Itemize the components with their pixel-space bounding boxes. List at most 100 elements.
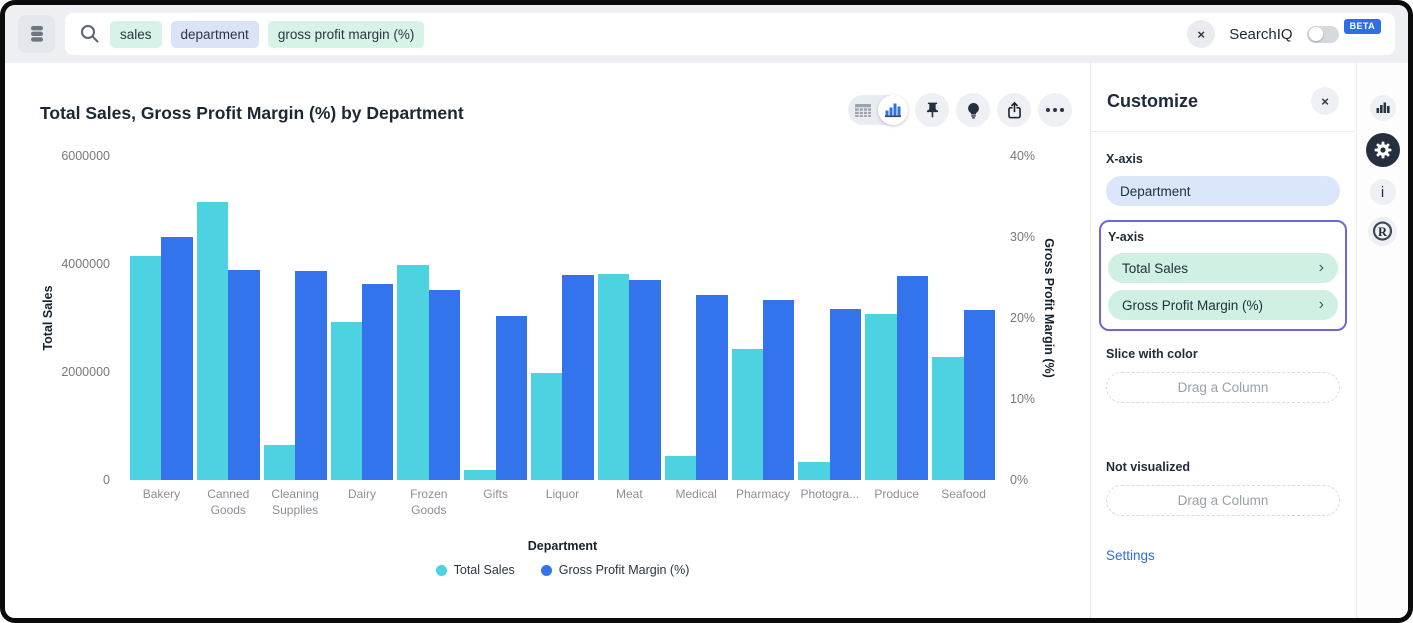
- bar-group: [863, 156, 930, 480]
- bar-total-sales[interactable]: [397, 265, 429, 480]
- legend-dot: [435, 564, 447, 576]
- right-axis-ticks: 0% 10% 20% 30% 40%: [1005, 149, 1050, 487]
- legend-item[interactable]: Total Sales: [435, 563, 515, 577]
- bar-gross-profit-margin[interactable]: [963, 309, 995, 480]
- bar-total-sales[interactable]: [330, 322, 362, 480]
- x-labels: Bakery Canned Goods Cleaning Supplies Dairy…: [128, 486, 997, 518]
- share-button[interactable]: [997, 93, 1031, 127]
- legend-label: Gross Profit Margin (%): [558, 563, 690, 577]
- bar-group: [930, 156, 997, 480]
- beta-badge: BETA: [1343, 18, 1381, 34]
- bar-total-sales[interactable]: [664, 455, 697, 480]
- bar-gross-profit-margin[interactable]: [361, 284, 394, 480]
- x-axis-category-label: Produce: [874, 487, 920, 501]
- pin-button[interactable]: [915, 93, 949, 127]
- info-button[interactable]: i: [1369, 179, 1396, 205]
- bar-total-sales[interactable]: [130, 255, 162, 480]
- clear-search-button[interactable]: ×: [1187, 20, 1216, 48]
- ellipsis-icon: [1046, 108, 1064, 112]
- top-search-bar: sales department gross profit margin (%)…: [5, 5, 1408, 63]
- searchiq-label: SearchIQ: [1229, 25, 1293, 43]
- chart-config-button[interactable]: [1369, 95, 1396, 121]
- customize-settings-button[interactable]: [1365, 133, 1400, 167]
- tick-right-label: 10%: [1010, 392, 1036, 406]
- lightbulb-icon: [967, 102, 979, 118]
- bar-group: [663, 156, 730, 480]
- bar-gross-profit-margin[interactable]: [696, 294, 728, 480]
- tick-right-label: 0%: [1010, 473, 1029, 487]
- table-view-button[interactable]: [848, 95, 878, 125]
- bar-gross-profit-margin[interactable]: [829, 309, 862, 480]
- chart-pane: Total Sales, Gross Profit Margin (%) by …: [5, 63, 1090, 618]
- x-axis-category-label: Bakery: [142, 487, 181, 501]
- settings-link[interactable]: Settings: [1106, 548, 1155, 563]
- more-options-button[interactable]: [1038, 93, 1072, 127]
- bar-total-sales[interactable]: [464, 469, 496, 480]
- customize-close-button[interactable]: ×: [1311, 87, 1339, 115]
- y-axis-column-pill-total-sales[interactable]: Total Sales ›: [1108, 253, 1338, 283]
- bar-total-sales[interactable]: [531, 372, 563, 480]
- y-axis-highlight-box: Y-axis Total Sales › Gross Profit Margin…: [1099, 220, 1347, 331]
- view-switcher: [848, 95, 908, 125]
- right-icon-rail: i R: [1356, 63, 1408, 618]
- chevron-right-icon[interactable]: ›: [1318, 296, 1324, 313]
- x-axis-category-label: Cleaning Supplies: [271, 487, 319, 518]
- bar-gross-profit-margin[interactable]: [428, 289, 461, 480]
- bar-group: [128, 156, 195, 480]
- bar-group: [796, 156, 863, 480]
- bar-group: [395, 156, 462, 480]
- search-token-sales[interactable]: sales: [110, 20, 162, 48]
- info-icon: i: [1380, 183, 1385, 201]
- bar-total-sales[interactable]: [196, 201, 229, 480]
- bar-gross-profit-margin[interactable]: [161, 237, 193, 480]
- slice-drop-zone[interactable]: Drag a Column: [1106, 372, 1340, 403]
- search-icon: [81, 25, 99, 43]
- bar-chart-icon: [885, 103, 901, 118]
- x-axis-column-pill[interactable]: Department: [1106, 176, 1340, 206]
- share-icon: [1007, 101, 1021, 118]
- bar-gross-profit-margin[interactable]: [562, 275, 594, 480]
- search-token-gross-profit-margin[interactable]: gross profit margin (%): [267, 20, 425, 48]
- search-token-department[interactable]: department: [170, 20, 259, 48]
- bar-group: [529, 156, 596, 480]
- bar-gross-profit-margin[interactable]: [763, 300, 795, 480]
- left-axis-title: Total Sales: [41, 285, 55, 351]
- searchiq-toggle[interactable]: [1306, 25, 1339, 43]
- bar-total-sales[interactable]: [731, 349, 764, 480]
- bar-total-sales[interactable]: [932, 356, 964, 480]
- insights-button[interactable]: [956, 93, 990, 127]
- legend-item[interactable]: Gross Profit Margin (%): [540, 563, 690, 577]
- bar-group: [329, 156, 396, 480]
- legend-label: Total Sales: [453, 563, 515, 577]
- x-axis-category-label: Seafood: [941, 487, 986, 501]
- bar-total-sales[interactable]: [798, 461, 830, 480]
- x-axis-section-label: X-axis: [1106, 152, 1143, 166]
- bar-gross-profit-margin[interactable]: [228, 270, 260, 480]
- bar-gross-profit-margin[interactable]: [896, 275, 929, 480]
- bar-gross-profit-margin[interactable]: [629, 279, 661, 480]
- bar-total-sales[interactable]: [263, 445, 296, 480]
- x-axis-title: Department: [527, 539, 598, 553]
- x-axis-category-label: Meat: [615, 487, 643, 501]
- plot-area: [128, 156, 997, 480]
- bar-gross-profit-margin[interactable]: [295, 271, 327, 480]
- data-source-button[interactable]: [18, 15, 55, 53]
- not-visualized-drop-zone[interactable]: Drag a Column: [1106, 485, 1340, 516]
- bar-chart-icon: [1376, 102, 1390, 113]
- bar-group: [462, 156, 529, 480]
- chevron-right-icon[interactable]: ›: [1318, 259, 1324, 276]
- bar-total-sales[interactable]: [597, 274, 630, 480]
- chart-view-button[interactable]: [878, 95, 908, 125]
- x-axis-category-label: Gifts: [483, 487, 508, 501]
- y-axis-column-pill-gross-profit-margin[interactable]: Gross Profit Margin (%) ›: [1108, 290, 1338, 320]
- search-input[interactable]: sales department gross profit margin (%)…: [65, 13, 1395, 55]
- bar-group: [730, 156, 797, 480]
- bar-gross-profit-margin[interactable]: [495, 316, 528, 480]
- r-analysis-button[interactable]: R: [1368, 217, 1397, 246]
- tick-left-label: 2000000: [61, 365, 110, 379]
- bar-total-sales[interactable]: [865, 314, 897, 480]
- toggle-knob: [1308, 27, 1323, 41]
- x-axis-category-label: Pharmacy: [736, 487, 791, 501]
- bar-group: [195, 156, 262, 480]
